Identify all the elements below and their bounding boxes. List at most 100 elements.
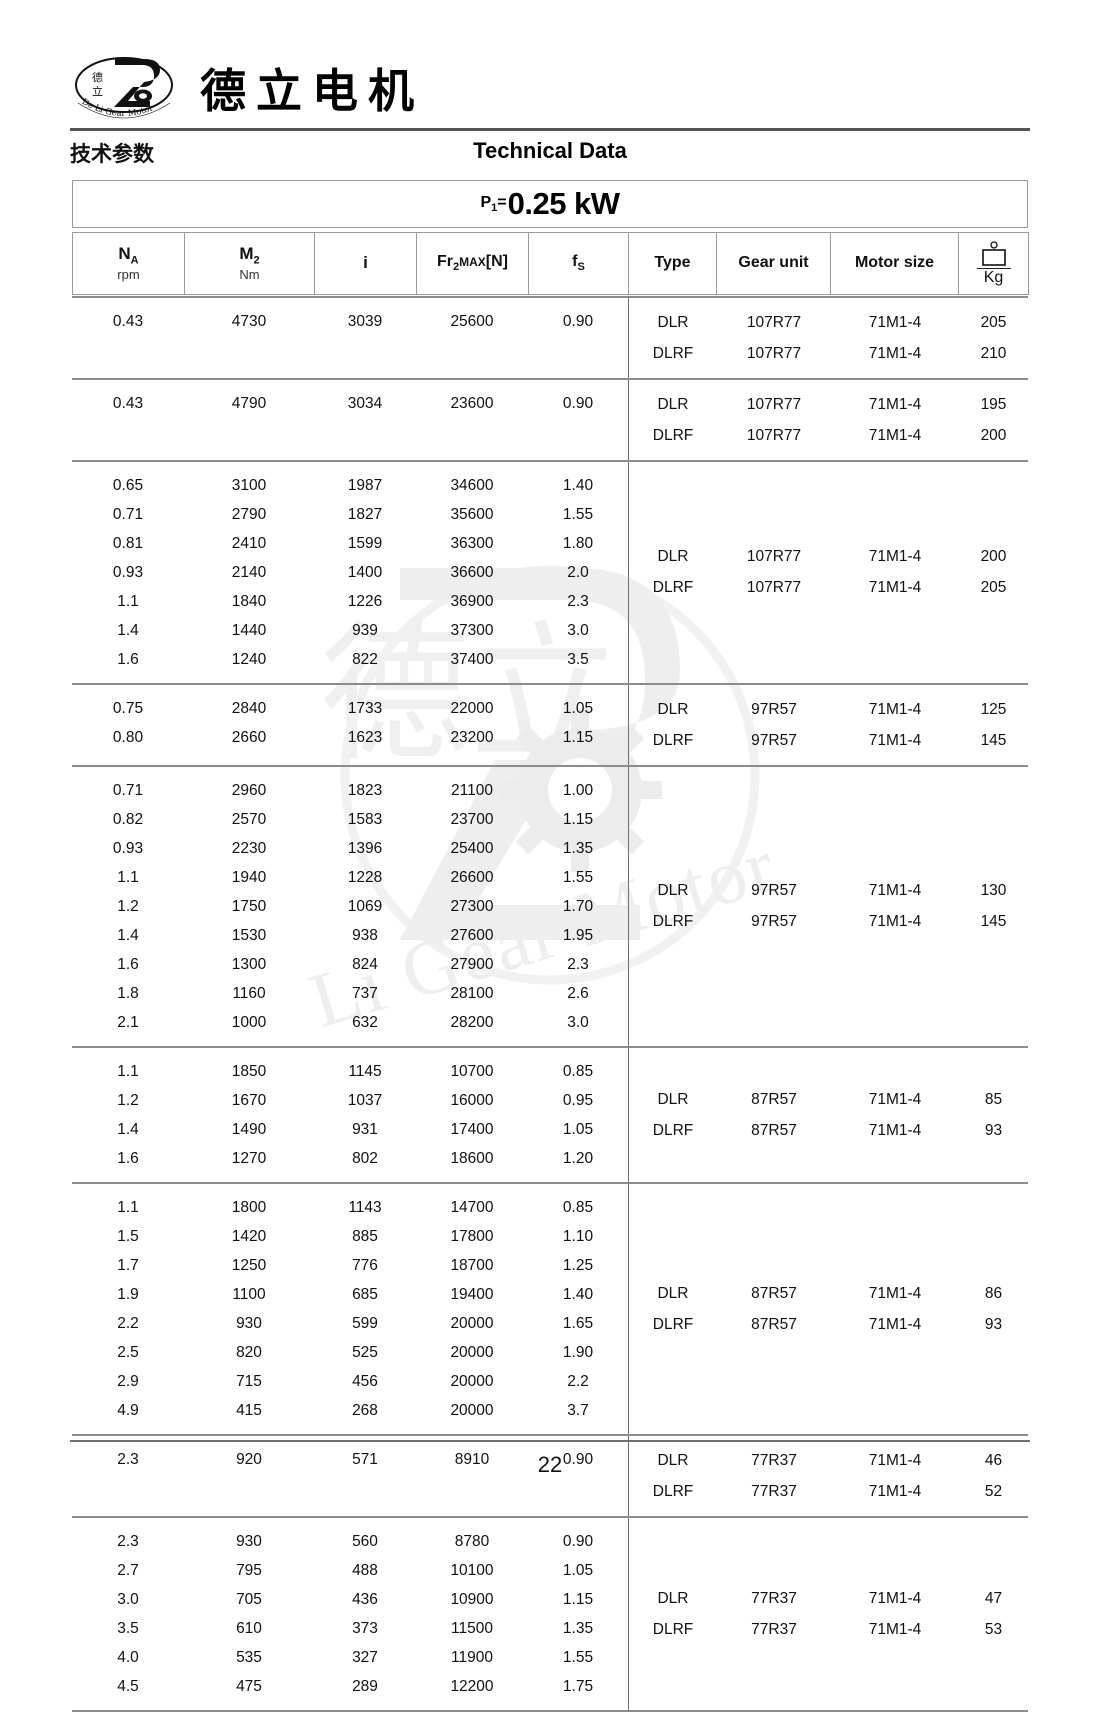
cell-i: 931 — [352, 1120, 378, 1138]
cell-fr: 27600 — [450, 926, 494, 944]
cell-gear-unit: 97R57 — [751, 700, 797, 718]
cell-m2: 2410 — [231, 534, 267, 552]
cell-type: DLRF — [652, 731, 694, 749]
brand-header: 德 立 De Li Gear Motor 德立电机 — [70, 48, 1030, 128]
cell-na: 1.6 — [117, 1149, 139, 1167]
group-unit-rows: DLR 97R57 71M1-4 130 DLRF 97R57 71M1-4 145 — [629, 767, 1028, 1046]
cell-motor-size: 71M1-4 — [868, 913, 922, 930]
data-group: 1.1 1850 1145 10700 0.85 1.2 1670 1037 16000 0.95… — [72, 1048, 1028, 1184]
cell-fs: 2.3 — [567, 955, 589, 973]
cell-i: 456 — [352, 1372, 378, 1390]
cell-kg: 93 — [984, 1121, 1003, 1139]
cell-fs: 1.35 — [562, 1619, 594, 1637]
cell-m2: 930 — [236, 1314, 262, 1332]
table-row: 2.5 820 525 20000 1.90 — [72, 1338, 628, 1367]
table-row: 4.5 475 289 12200 1.75 — [72, 1672, 628, 1701]
cell-i: 3039 — [347, 312, 383, 330]
cell-i: 885 — [352, 1227, 378, 1245]
cell-type: DLRF — [652, 1620, 694, 1638]
cell-fr: 37400 — [450, 650, 494, 668]
cell-fr: 28100 — [450, 984, 494, 1002]
cell-fr: 17400 — [450, 1120, 494, 1138]
cell-fs: 1.10 — [562, 1227, 594, 1245]
group-column-divider — [628, 380, 629, 460]
table-row: 0.93 2140 1400 36600 2.0 — [72, 558, 628, 587]
cell-m2: 1100 — [232, 1285, 266, 1303]
cell-type: DLRF — [652, 426, 694, 444]
cell-na: 4.0 — [117, 1648, 139, 1666]
power-rating-label: P1= — [480, 193, 507, 215]
cell-i: 737 — [352, 984, 378, 1002]
cell-na: 0.65 — [112, 476, 144, 494]
cell-gear-unit: 97R57 — [751, 882, 797, 899]
unit-row: DLRF 107R77 71M1-4 200 — [629, 420, 1028, 451]
cell-fs: 3.7 — [567, 1401, 589, 1419]
cell-m2: 2960 — [231, 781, 267, 799]
cell-motor-size: 71M1-4 — [868, 1451, 922, 1469]
cell-m2: 475 — [236, 1677, 262, 1695]
cell-fs: 1.15 — [562, 810, 594, 828]
cell-gear-unit: 107R77 — [746, 548, 802, 565]
cell-fs: 0.90 — [562, 1532, 594, 1550]
cell-fs: 1.20 — [562, 1149, 594, 1167]
cell-na: 3.5 — [117, 1619, 139, 1637]
cell-m2: 2140 — [231, 563, 267, 581]
cell-kg: 93 — [984, 1315, 1003, 1333]
unit-row: DLRF 107R77 71M1-4 205 — [629, 573, 1028, 604]
cell-fr: 25400 — [450, 839, 494, 857]
cell-i: 1396 — [347, 839, 383, 857]
cell-na: 1.2 — [117, 897, 139, 915]
cell-fr: 16000 — [450, 1091, 494, 1109]
cell-na: 0.43 — [112, 312, 144, 330]
unit-row: DLR 107R77 71M1-4 195 — [629, 389, 1028, 420]
unit-row: DLRF 97R57 71M1-4 145 — [629, 725, 1028, 756]
header-divider-rule — [70, 128, 1030, 131]
cell-m2: 610 — [236, 1619, 262, 1637]
cell-fs: 1.95 — [562, 926, 594, 944]
cell-na: 0.71 — [112, 505, 144, 523]
company-name: 德立电机 — [200, 64, 424, 118]
section-title-en: Technical Data — [473, 138, 627, 163]
cell-i: 1827 — [347, 505, 383, 523]
cell-fr: 36600 — [450, 563, 494, 581]
cell-i: 824 — [352, 955, 378, 973]
cell-motor-size: 71M1-4 — [868, 1620, 922, 1638]
cell-gear-unit: 107R77 — [746, 344, 802, 362]
page-number: 22 — [537, 1452, 563, 1477]
cell-kg: 205 — [980, 313, 1007, 331]
cell-gear-unit: 87R57 — [751, 1090, 797, 1108]
cell-na: 1.1 — [117, 1198, 139, 1216]
cell-kg: 47 — [984, 1589, 1003, 1607]
col-header-na-unit: rpm — [117, 267, 140, 283]
unit-row: DLR 97R57 71M1-4 130 — [629, 876, 1028, 907]
col-header-gear-unit: Gear unit — [716, 232, 831, 295]
cell-na: 1.2 — [117, 1091, 139, 1109]
cell-m2: 1420 — [231, 1227, 267, 1245]
cell-i: 488 — [352, 1561, 378, 1579]
table-row: 1.1 1850 1145 10700 0.85 — [72, 1057, 628, 1086]
col-header-m2: M2 Nm — [184, 232, 315, 295]
cell-i: 1143 — [348, 1198, 382, 1216]
cell-m2: 1160 — [232, 984, 266, 1002]
cell-type: DLR — [657, 1589, 689, 1607]
data-group: 0.43 4730 3039 25600 0.90 DLR 107R77 71M1-4 205 D… — [72, 296, 1028, 380]
cell-na: 1.4 — [117, 621, 139, 639]
group-unit-rows: DLR 87R57 71M1-4 85 DLRF 87R57 71M1-4 93 — [629, 1048, 1028, 1182]
cell-m2: 1840 — [231, 592, 267, 610]
cell-m2: 3100 — [231, 476, 267, 494]
cell-kg: 46 — [984, 1451, 1003, 1469]
cell-m2: 920 — [236, 1450, 262, 1468]
cell-m2: 1240 — [231, 650, 267, 668]
cell-gear-unit: 87R57 — [751, 1284, 797, 1302]
cell-m2: 820 — [236, 1343, 262, 1361]
cell-fr: 20000 — [450, 1401, 494, 1419]
cell-kg: 195 — [980, 395, 1007, 413]
cell-na: 4.9 — [117, 1401, 139, 1419]
cell-type: DLRF — [652, 344, 694, 362]
cell-motor-size: 71M1-4 — [868, 1315, 922, 1333]
cell-m2: 2230 — [231, 839, 267, 857]
cell-m2: 1250 — [231, 1256, 267, 1274]
cell-fr: 19400 — [450, 1285, 494, 1303]
cell-na: 1.7 — [117, 1256, 139, 1274]
cell-fr: 10900 — [450, 1590, 494, 1608]
